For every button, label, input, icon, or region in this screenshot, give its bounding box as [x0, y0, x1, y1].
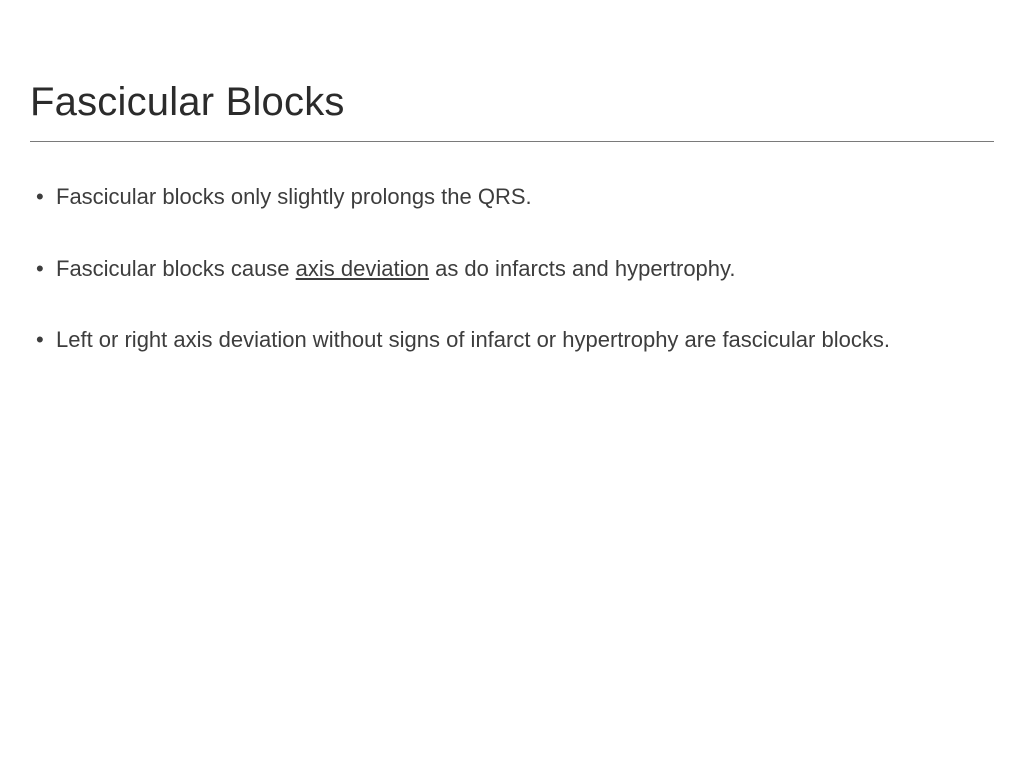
slide-title: Fascicular Blocks	[30, 80, 994, 125]
bullet-item: Left or right axis deviation without sig…	[30, 325, 994, 355]
bullet-text-pre: Fascicular blocks only slightly prolongs…	[56, 184, 532, 209]
bullet-text-post: as do infarcts and hypertrophy.	[429, 256, 736, 281]
title-divider	[30, 141, 994, 142]
bullet-text-pre: Left or right axis deviation without sig…	[56, 327, 890, 352]
bullet-list: Fascicular blocks only slightly prolongs…	[30, 182, 994, 355]
bullet-text-pre: Fascicular blocks cause	[56, 256, 296, 281]
slide: Fascicular Blocks Fascicular blocks only…	[0, 0, 1024, 768]
bullet-text-underlined: axis deviation	[296, 256, 429, 281]
bullet-item: Fascicular blocks only slightly prolongs…	[30, 182, 994, 212]
bullet-item: Fascicular blocks cause axis deviation a…	[30, 254, 994, 284]
